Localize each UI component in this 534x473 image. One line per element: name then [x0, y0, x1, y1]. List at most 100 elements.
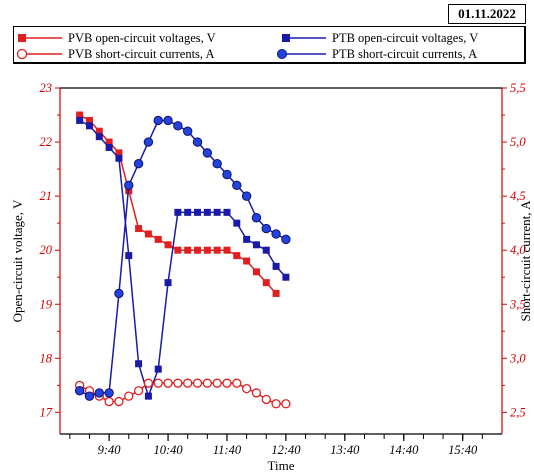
- point-pvb-short-circuit-currents-a: [143, 378, 154, 388]
- point-ptb-short-circuit-currents-a: [153, 115, 163, 126]
- point-pvb-short-circuit-currents-a: [114, 396, 124, 407]
- right-tick-label: 4,5: [510, 189, 526, 203]
- point-pvb-open-circuit-voltages-v: [194, 246, 202, 254]
- point-pvb-open-circuit-voltages-v: [144, 230, 152, 238]
- point-pvb-short-circuit-currents-a: [271, 399, 281, 409]
- point-pvb-open-circuit-voltages-v: [105, 138, 113, 146]
- point-pvb-short-circuit-currents-a: [222, 378, 232, 388]
- point-pvb-open-circuit-voltages-v: [174, 246, 182, 254]
- point-ptb-open-circuit-voltages-v: [272, 262, 280, 270]
- point-pvb-short-circuit-currents-a: [281, 399, 291, 409]
- point-ptb-short-circuit-currents-a: [271, 229, 281, 239]
- x-tick-label: 13:40: [330, 443, 360, 457]
- point-pvb-open-circuit-voltages-v: [252, 268, 260, 276]
- legend-label-pvb-voc: PVB open-circuit voltages, V: [68, 31, 216, 45]
- series-line-ptb-open-circuit-voltages-v: [79, 119, 287, 399]
- legend-label-ptb-isc: PTB short-circuit currents, A: [332, 47, 477, 61]
- point-pvb-short-circuit-currents-a: [251, 388, 262, 398]
- point-pvb-short-circuit-currents-a: [261, 394, 271, 405]
- point-ptb-open-circuit-voltages-v: [194, 208, 202, 216]
- point-pvb-short-circuit-currents-a: [74, 380, 85, 390]
- point-ptb-open-circuit-voltages-v: [174, 208, 182, 216]
- left-tick-label: 19: [40, 297, 53, 311]
- legend-marker-ptb-isc: [277, 49, 287, 59]
- point-pvb-open-circuit-voltages-v: [154, 235, 162, 243]
- point-ptb-open-circuit-voltages-v: [154, 365, 162, 373]
- point-ptb-open-circuit-voltages-v: [243, 235, 251, 243]
- point-pvb-open-circuit-voltages-v: [203, 246, 211, 254]
- point-ptb-short-circuit-currents-a: [84, 391, 95, 401]
- point-ptb-open-circuit-voltages-v: [105, 143, 113, 151]
- point-pvb-short-circuit-currents-a: [232, 378, 242, 388]
- point-ptb-short-circuit-currents-a: [74, 386, 85, 396]
- right-tick-label: 2,5: [510, 405, 526, 419]
- point-ptb-short-circuit-currents-a: [124, 180, 134, 191]
- point-ptb-open-circuit-voltages-v: [76, 116, 84, 124]
- point-ptb-short-circuit-currents-a: [192, 137, 203, 147]
- point-ptb-open-circuit-voltages-v: [252, 241, 260, 249]
- right-tick-label: 3,5: [509, 297, 526, 311]
- legend-label-pvb-isc: PVB short-circuit currents, A: [68, 47, 215, 61]
- point-pvb-short-circuit-currents-a: [133, 386, 144, 396]
- y-axis-title-right: Short-circuit current, A: [518, 200, 533, 322]
- legend-marker-pvb-voc: [18, 34, 26, 42]
- point-pvb-short-circuit-currents-a: [84, 386, 95, 396]
- right-tick-label: 4,0: [510, 243, 526, 257]
- point-pvb-short-circuit-currents-a: [94, 391, 104, 401]
- point-pvb-open-circuit-voltages-v: [233, 252, 241, 260]
- point-ptb-short-circuit-currents-a: [241, 191, 252, 201]
- point-pvb-short-circuit-currents-a: [202, 378, 212, 388]
- point-pvb-open-circuit-voltages-v: [76, 111, 84, 119]
- point-ptb-open-circuit-voltages-v: [95, 133, 103, 141]
- point-ptb-short-circuit-currents-a: [202, 148, 213, 158]
- point-ptb-open-circuit-voltages-v: [85, 122, 93, 130]
- point-pvb-open-circuit-voltages-v: [243, 257, 251, 265]
- x-tick-label: 12:40: [271, 443, 301, 457]
- point-ptb-short-circuit-currents-a: [261, 223, 271, 234]
- x-tick-label: 10:40: [153, 443, 183, 457]
- legend-label-ptb-voc: PTB open-circuit voltages, V: [332, 31, 478, 45]
- y-axis-title-left: Open-circuit voltage, V: [10, 199, 25, 322]
- point-ptb-short-circuit-currents-a: [173, 121, 183, 131]
- point-pvb-short-circuit-currents-a: [104, 396, 114, 407]
- point-pvb-open-circuit-voltages-v: [164, 241, 172, 249]
- left-tick-label: 22: [40, 135, 53, 149]
- right-tick-label: 5,5: [510, 81, 526, 95]
- point-ptb-open-circuit-voltages-v: [213, 208, 221, 216]
- series-line-pvb-short-circuit-currents-a: [79, 382, 286, 405]
- series-line-pvb-open-circuit-voltages-v: [79, 114, 277, 294]
- legend-marker-ptb-voc: [282, 34, 290, 42]
- point-ptb-open-circuit-voltages-v: [233, 219, 241, 227]
- point-pvb-open-circuit-voltages-v: [125, 187, 133, 195]
- date-label: 01.11.2022: [448, 4, 526, 24]
- point-pvb-open-circuit-voltages-v: [223, 246, 231, 254]
- point-ptb-open-circuit-voltages-v: [115, 154, 123, 162]
- point-ptb-open-circuit-voltages-v: [282, 273, 290, 281]
- point-pvb-open-circuit-voltages-v: [95, 127, 103, 135]
- point-pvb-short-circuit-currents-a: [173, 378, 183, 388]
- point-ptb-open-circuit-voltages-v: [262, 246, 270, 254]
- left-tick-label: 20: [40, 243, 53, 257]
- point-ptb-short-circuit-currents-a: [114, 288, 124, 299]
- point-pvb-open-circuit-voltages-v: [213, 246, 221, 254]
- right-tick-label: 5,0: [510, 135, 526, 149]
- x-tick-label: 9:40: [98, 443, 122, 457]
- legend-marker-pvb-isc: [16, 48, 28, 60]
- point-pvb-short-circuit-currents-a: [183, 378, 193, 388]
- point-ptb-short-circuit-currents-a: [133, 158, 144, 169]
- point-ptb-short-circuit-currents-a: [222, 169, 232, 180]
- x-tick-label: 11:40: [213, 443, 242, 457]
- point-ptb-short-circuit-currents-a: [281, 234, 291, 245]
- point-pvb-open-circuit-voltages-v: [115, 149, 123, 157]
- left-tick-label: 18: [40, 351, 53, 365]
- point-ptb-open-circuit-voltages-v: [184, 208, 192, 216]
- series-line-ptb-short-circuit-currents-a: [79, 119, 287, 397]
- point-pvb-open-circuit-voltages-v: [272, 289, 280, 297]
- point-ptb-short-circuit-currents-a: [143, 137, 154, 147]
- point-ptb-short-circuit-currents-a: [251, 213, 262, 223]
- point-ptb-short-circuit-currents-a: [94, 388, 104, 398]
- point-ptb-open-circuit-voltages-v: [223, 208, 231, 216]
- x-tick-label: 15:40: [448, 443, 478, 457]
- point-ptb-short-circuit-currents-a: [104, 388, 114, 398]
